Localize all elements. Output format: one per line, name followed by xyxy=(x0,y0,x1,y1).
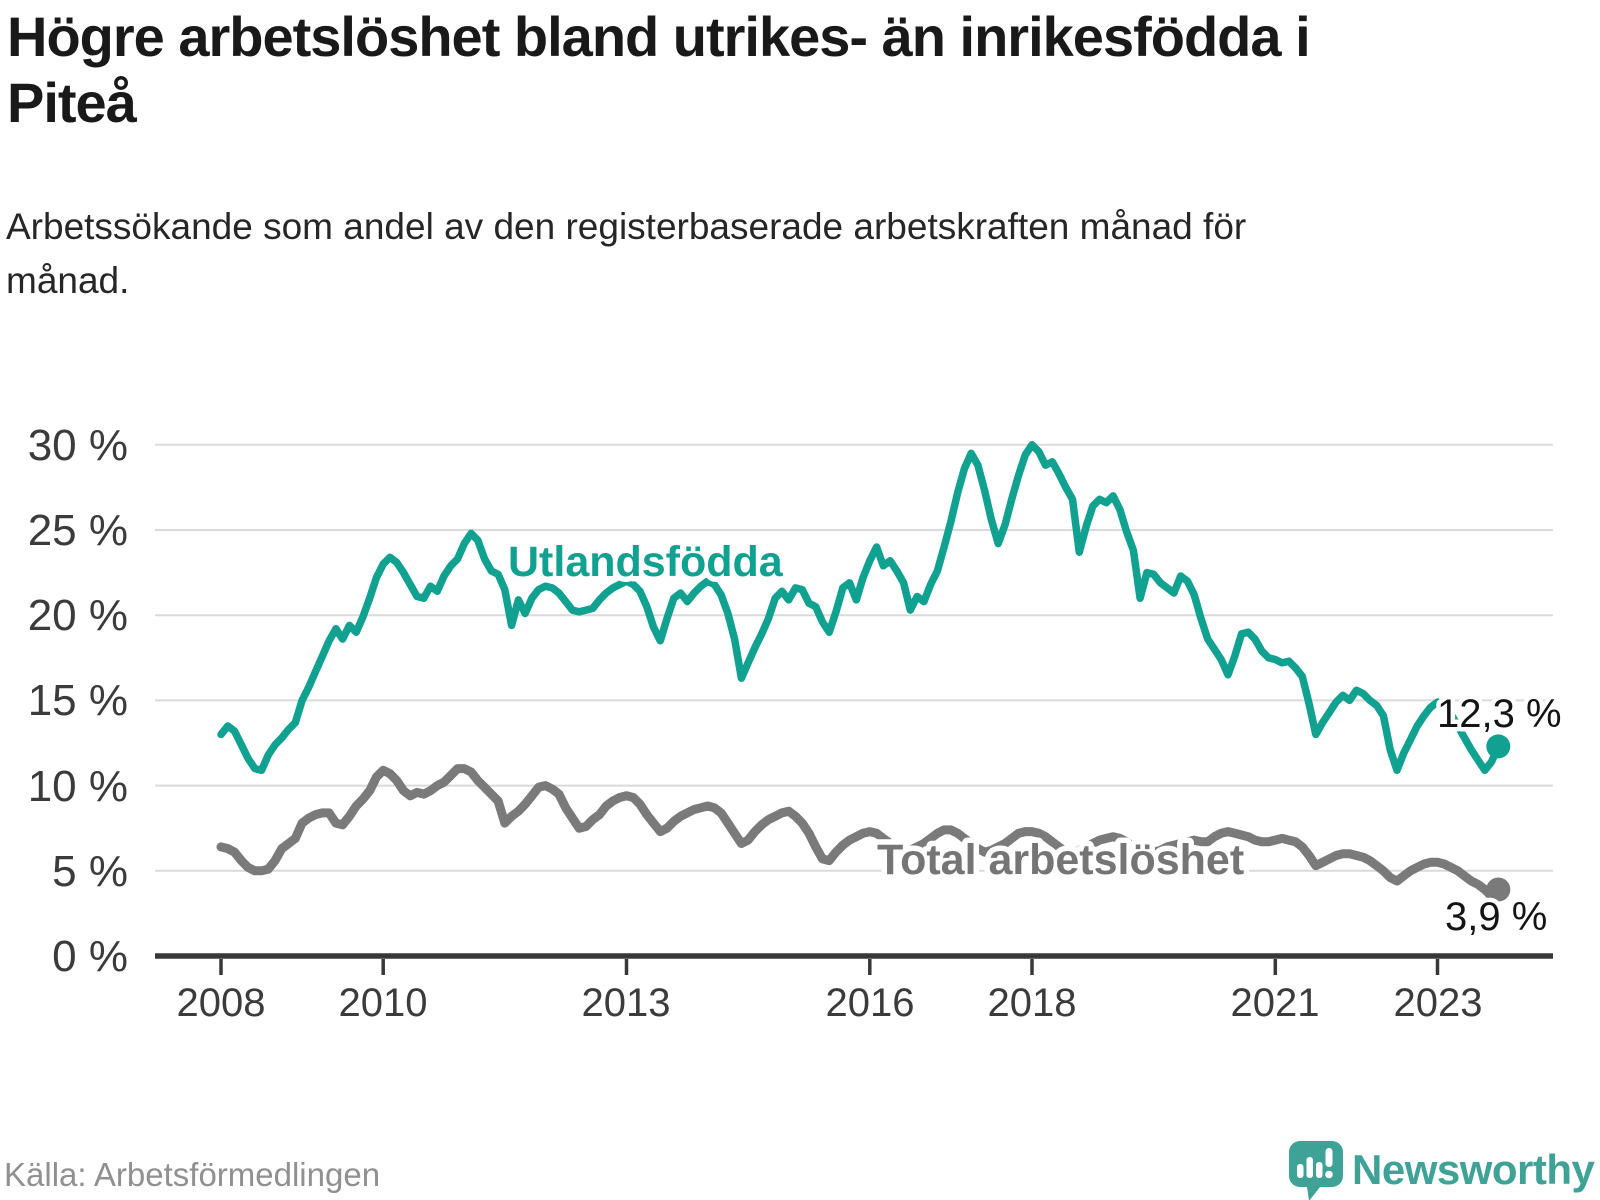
newsworthy-wordmark: Newsworthy xyxy=(1352,1146,1595,1193)
logo-bar-1 xyxy=(1297,1164,1304,1178)
series-end-dot-utlandsfodda xyxy=(1486,734,1511,759)
y-tick-label-25: 25 % xyxy=(28,506,128,555)
chart-subtitle: Arbetssökande som andel av den registerb… xyxy=(6,206,1247,301)
source-text: Källa: Arbetsförmedlingen xyxy=(4,1156,381,1193)
newsworthy-logo-icon xyxy=(1289,1141,1343,1200)
end-value-label-total: 3,9 % xyxy=(1445,895,1547,939)
y-tick-label-15: 15 % xyxy=(28,676,128,725)
y-tick-label-30: 30 % xyxy=(28,421,128,470)
gridlines xyxy=(155,443,1553,872)
x-tick-label-2021: 2021 xyxy=(1231,981,1320,1025)
logo-exclamation-dot xyxy=(1325,1170,1333,1179)
x-axis xyxy=(155,953,1553,975)
y-tick-label-20: 20 % xyxy=(28,591,128,640)
x-tick-label-2008: 2008 xyxy=(177,981,266,1025)
page-title: Högre arbetslöshet bland utrikes- än inr… xyxy=(7,5,1311,135)
y-tick-label-0: 0 % xyxy=(52,932,128,981)
logo-bar-2 xyxy=(1306,1157,1313,1178)
series-line-utlandsfodda xyxy=(217,441,1503,775)
series-end-dot-total xyxy=(1486,877,1511,902)
series-lines xyxy=(216,441,1511,902)
logo-exclamation-bar xyxy=(1325,1148,1333,1167)
series-label-total-arbetsloshet: Total arbetslöshet xyxy=(877,836,1244,884)
x-tick-label-2013: 2013 xyxy=(582,981,671,1025)
y-tick-label-10: 10 % xyxy=(28,762,128,811)
x-tick-label-2018: 2018 xyxy=(988,981,1077,1025)
end-value-label-utlandsfodda: 12,3 % xyxy=(1437,692,1562,736)
x-tick-label-2016: 2016 xyxy=(826,981,915,1025)
logo-bar-3 xyxy=(1316,1162,1323,1178)
series-label-utlandsfodda: Utlandsfödda xyxy=(508,538,784,586)
series-line-total xyxy=(216,764,1503,901)
y-axis-labels: 0 % 5 % 10 % 15 % 20 % 25 % 30 % xyxy=(28,421,128,981)
x-tick-label-2010: 2010 xyxy=(339,981,428,1025)
y-tick-label-5: 5 % xyxy=(52,847,128,896)
x-axis-labels: 2008 2010 2013 2016 2018 2021 2023 xyxy=(177,981,1483,1025)
x-tick-label-2023: 2023 xyxy=(1394,981,1483,1025)
